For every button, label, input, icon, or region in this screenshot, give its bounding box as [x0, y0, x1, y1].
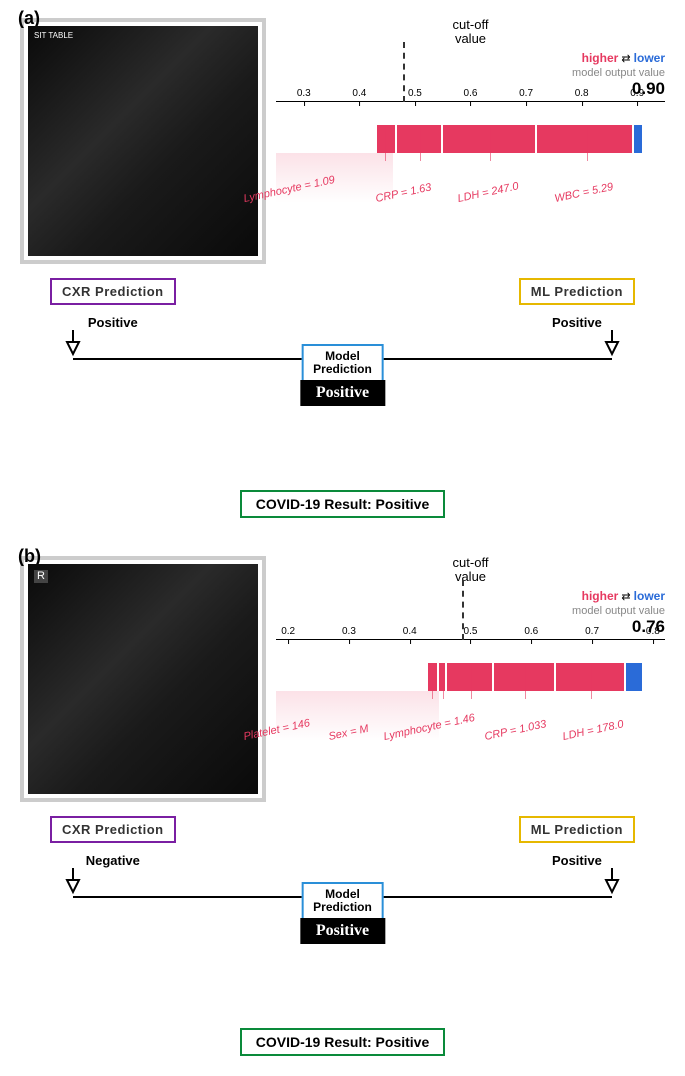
cutoff-line-a — [403, 42, 405, 102]
ml-prediction-box-b: ML Prediction — [519, 816, 635, 843]
legend-b: higher ⇄ lower — [276, 589, 665, 603]
axis-tick: 0.8 — [646, 626, 660, 637]
shap-segment — [537, 125, 634, 153]
xray-frame-a: SIT TABLE — [20, 18, 266, 264]
shap-bar-a — [276, 125, 665, 153]
axis-tick: 0.5 — [408, 88, 422, 99]
model-prediction-box-b: Model Prediction — [301, 882, 384, 920]
axis-b: 0.20.30.40.50.60.70.8 — [276, 639, 665, 661]
axis-tick: 0.4 — [403, 626, 417, 637]
model-output-label-a: model output value — [276, 67, 665, 79]
feature-label: CRP = 1.033 — [484, 718, 548, 743]
xray-image-a: SIT TABLE — [28, 26, 258, 256]
xray-tag-b: R — [34, 570, 48, 583]
feature-label: LDH = 247.0 — [456, 180, 519, 205]
panel-a: (a) SIT TABLE cut-off value higher ⇄ low… — [0, 0, 685, 538]
model-output-label-b: model output value — [276, 605, 665, 617]
shap-segment — [428, 663, 440, 691]
legend-lower-b: lower — [634, 589, 665, 603]
legend-arrows-icon: ⇄ — [618, 591, 633, 603]
model-prediction-value-b: Positive — [300, 918, 385, 944]
axis-tick: 0.7 — [519, 88, 533, 99]
axis-tick: 0.8 — [575, 88, 589, 99]
feature-label: WBC = 5.29 — [554, 180, 615, 204]
pin-right-icon — [604, 330, 620, 360]
covid-result-a: COVID-19 Result: Positive — [240, 490, 446, 518]
axis-a: 0.30.40.50.60.70.80.9 — [276, 101, 665, 123]
legend-higher-b: higher — [582, 589, 619, 603]
axis-tick: 0.4 — [352, 88, 366, 99]
combine-diagram-a: Model Prediction Positive — [50, 330, 635, 410]
axis-tick: 0.5 — [464, 626, 478, 637]
xray-frame-b: R — [20, 556, 266, 802]
shap-chart-b: cut-off value higher ⇄ lower model outpu… — [276, 556, 665, 745]
feature-label: Sex = M — [328, 722, 370, 742]
cutoff-label-a: cut-off value — [276, 18, 665, 47]
pin-right-icon — [604, 868, 620, 898]
shap-blue-segment — [634, 125, 642, 153]
prediction-row-a: CXR Prediction Positive ML Prediction Po… — [20, 278, 665, 330]
shap-segment — [377, 125, 396, 153]
pin-left-icon — [65, 868, 81, 898]
xray-tag-a: SIT TABLE — [34, 32, 73, 40]
top-row-a: SIT TABLE cut-off value higher ⇄ lower m… — [20, 18, 665, 264]
legend-arrows-icon: ⇄ — [618, 53, 633, 65]
axis-tick: 0.2 — [281, 626, 295, 637]
cxr-prediction-box-b: CXR Prediction — [50, 816, 176, 843]
ml-prediction-value-a: Positive — [519, 315, 635, 330]
ml-prediction-box-a: ML Prediction — [519, 278, 635, 305]
covid-result-b: COVID-19 Result: Positive — [240, 1028, 446, 1056]
feature-label: CRP = 1.63 — [375, 181, 433, 205]
cxr-prediction-value-b: Negative — [50, 853, 176, 868]
cxr-prediction-value-a: Positive — [50, 315, 176, 330]
legend-lower-a: lower — [634, 51, 665, 65]
feature-labels-b: Platelet = 146Sex = MLymphocyte = 1.46CR… — [276, 695, 665, 745]
prediction-row-b: CXR Prediction Negative ML Prediction Po… — [20, 816, 665, 868]
xray-image-b: R — [28, 564, 258, 794]
feature-labels-a: Lymphocyte = 1.09CRP = 1.63LDH = 247.0WB… — [276, 157, 665, 207]
pin-left-icon — [65, 330, 81, 360]
cxr-prediction-box-a: CXR Prediction — [50, 278, 176, 305]
cutoff-label-b: cut-off value — [276, 556, 665, 585]
axis-tick: 0.9 — [630, 88, 644, 99]
feature-label: LDH = 178.0 — [561, 718, 624, 743]
shap-blue-segment — [626, 663, 642, 691]
ml-prediction-value-b: Positive — [519, 853, 635, 868]
model-prediction-value-a: Positive — [300, 380, 385, 406]
axis-tick: 0.7 — [585, 626, 599, 637]
combine-diagram-b: Model Prediction Positive — [50, 868, 635, 948]
legend-higher-a: higher — [582, 51, 619, 65]
legend-a: higher ⇄ lower — [276, 51, 665, 65]
top-row-b: R cut-off value higher ⇄ lower model out… — [20, 556, 665, 802]
axis-tick: 0.6 — [524, 626, 538, 637]
panel-b: (b) R cut-off value higher ⇄ lower model… — [0, 538, 685, 1076]
axis-tick: 0.3 — [342, 626, 356, 637]
shap-chart-a: cut-off value higher ⇄ lower model outpu… — [276, 18, 665, 207]
feature-label: Lymphocyte = 1.46 — [382, 712, 476, 743]
axis-tick: 0.3 — [297, 88, 311, 99]
axis-tick: 0.6 — [464, 88, 478, 99]
model-prediction-box-a: Model Prediction — [301, 344, 384, 382]
